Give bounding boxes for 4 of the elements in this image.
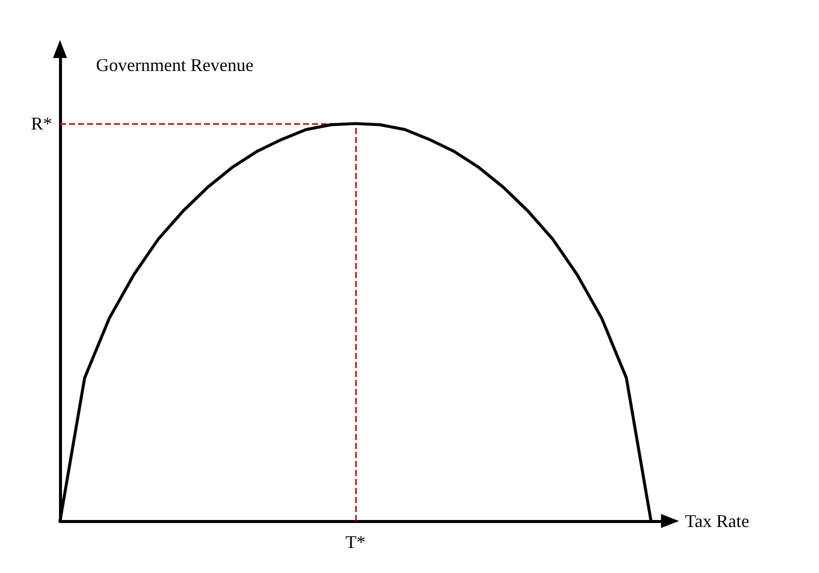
ref-line-label: R* <box>30 114 52 134</box>
x-axis-title: Tax Rate <box>685 511 750 531</box>
text: T* <box>346 532 366 552</box>
y-axis-title: Government Revenue <box>96 55 254 75</box>
